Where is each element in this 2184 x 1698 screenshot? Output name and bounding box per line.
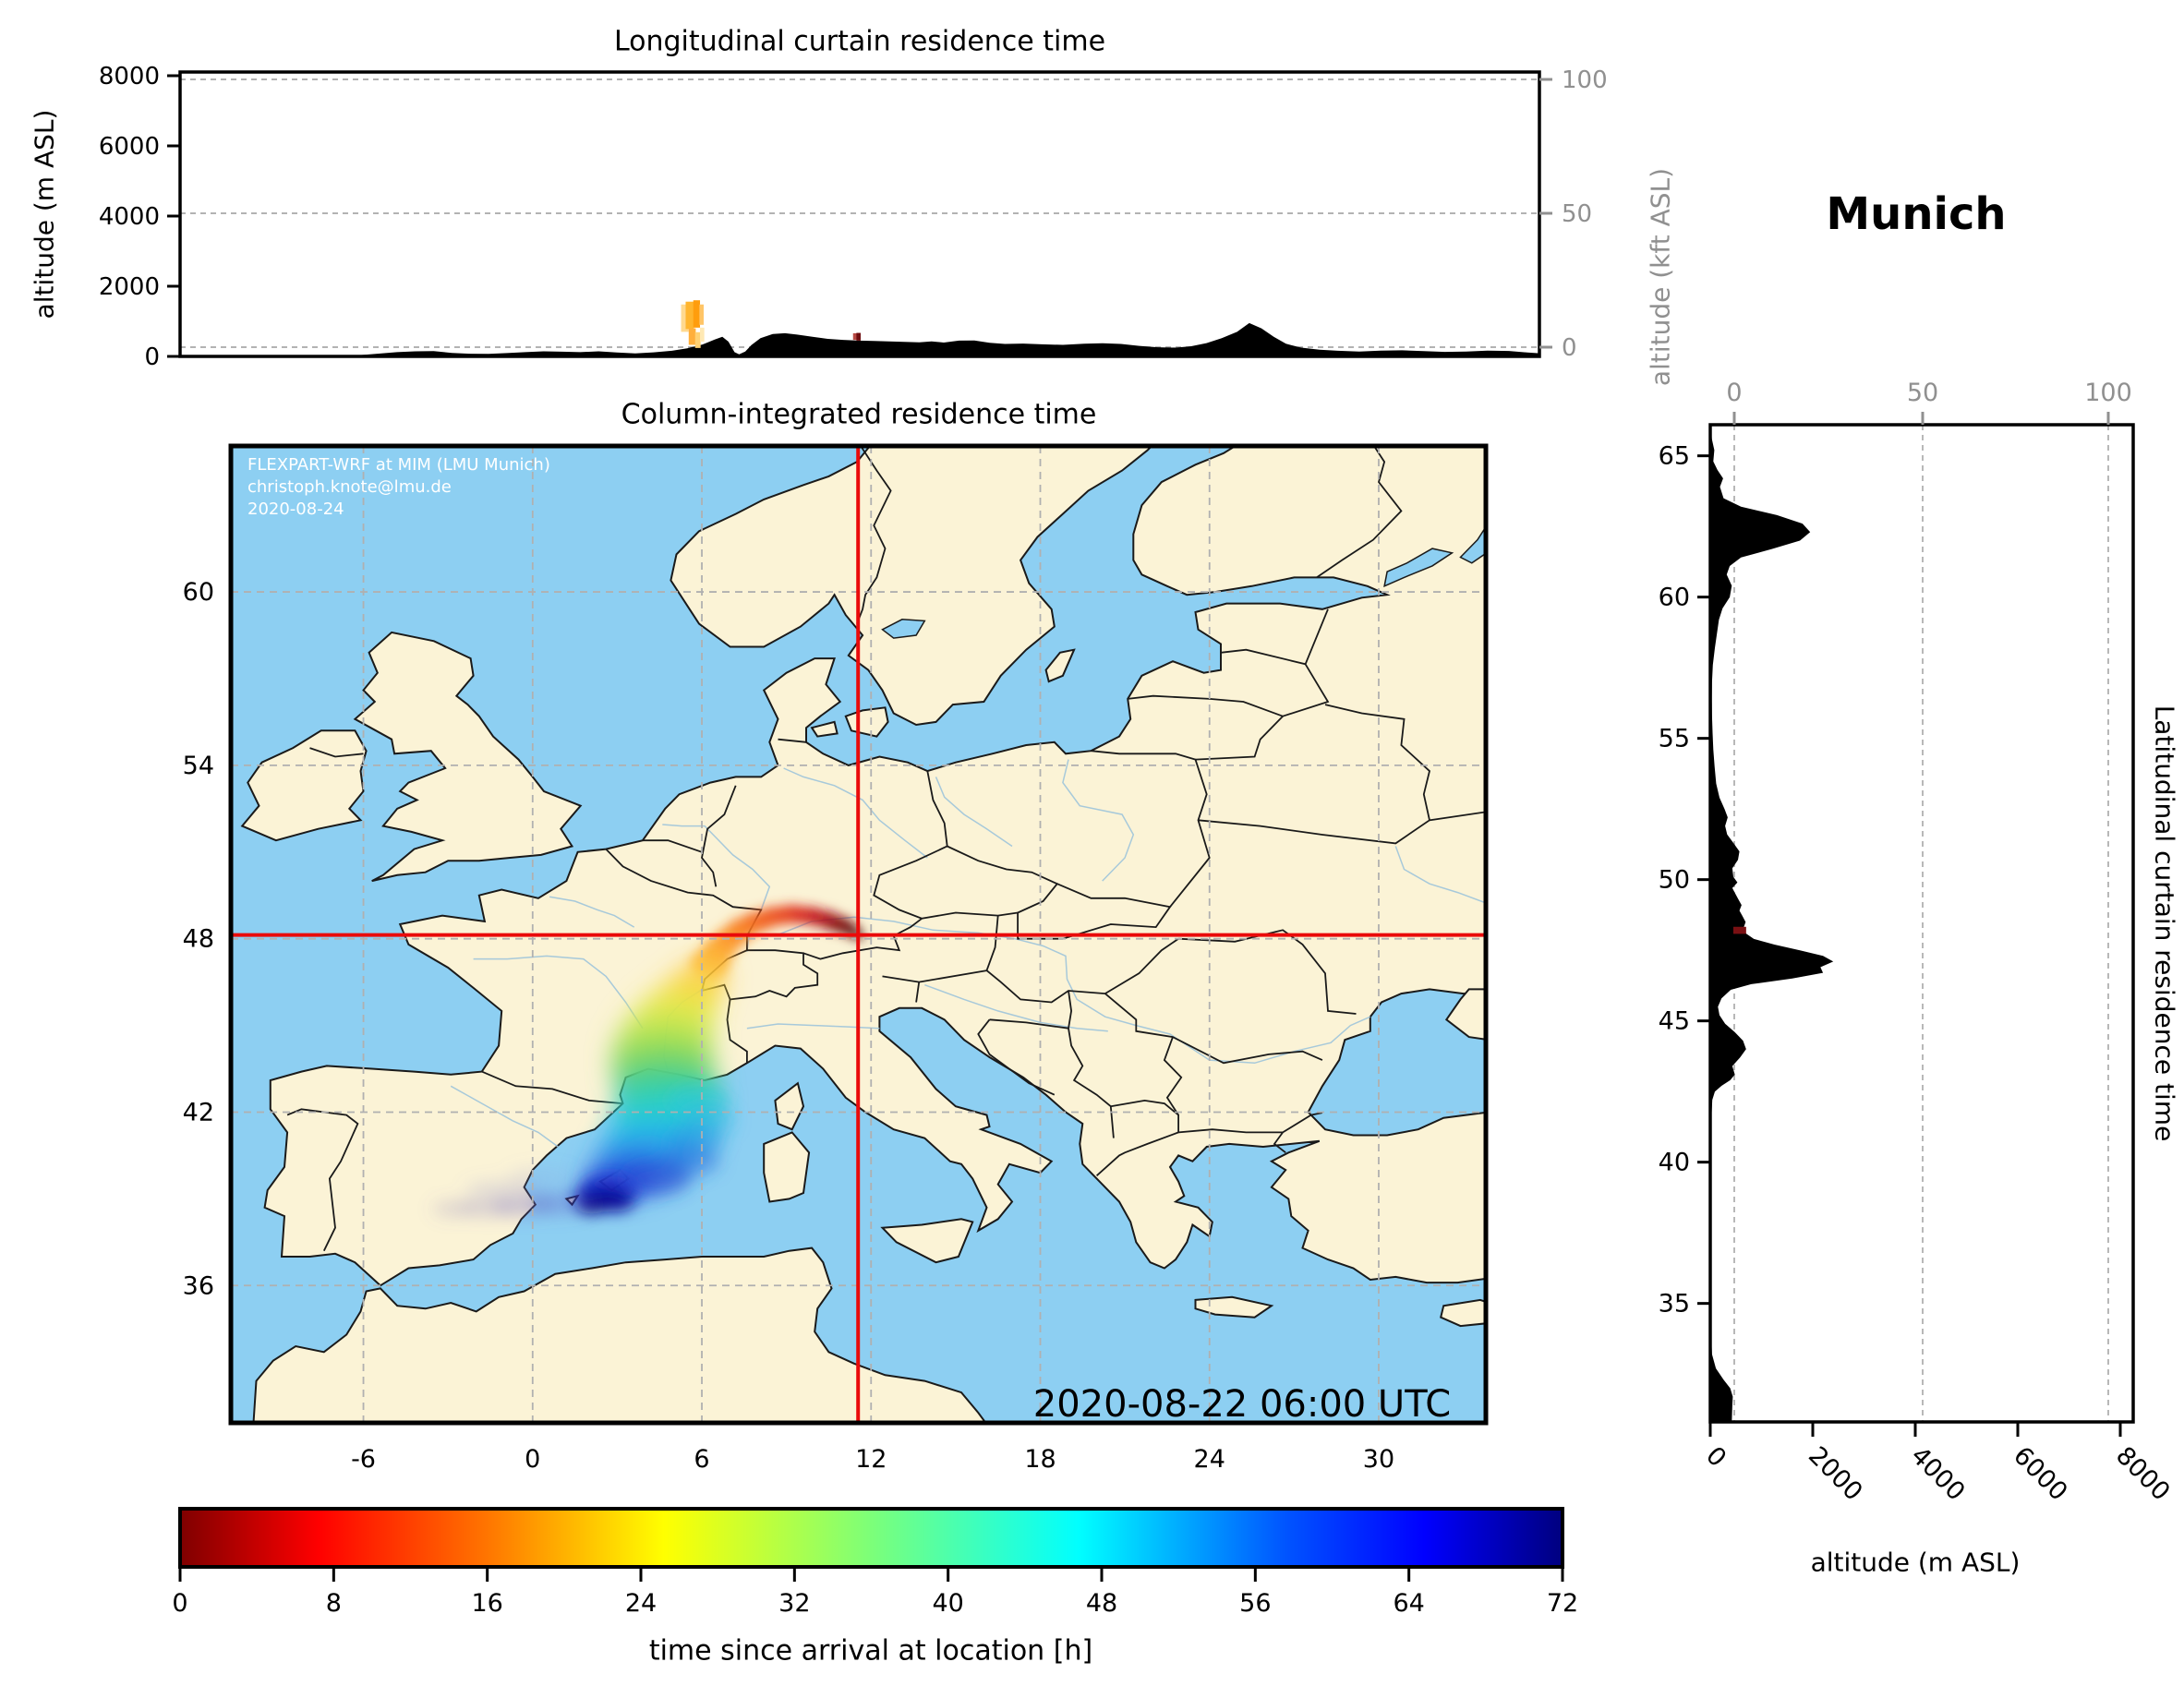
svg-text:2000: 2000 [1803, 1441, 1868, 1507]
svg-text:48: 48 [183, 925, 214, 954]
svg-text:0: 0 [144, 343, 160, 371]
svg-text:0: 0 [172, 1589, 187, 1618]
latitudinal-curtain-panel: 65 60 55 50 45 40 35 0 50 100 0 2000 4000 6000 8000 [1659, 379, 2176, 1507]
map-panel-title: Column-integrated residence time [621, 398, 1097, 431]
watermark-line-2: christoph.knote@lmu.de [247, 476, 452, 497]
svg-text:0: 0 [1562, 334, 1577, 362]
svg-text:48: 48 [1086, 1589, 1117, 1618]
svg-text:35: 35 [1659, 1290, 1690, 1319]
right-panel-label: Latitudinal curtain residence time [2149, 704, 2180, 1142]
map-panel: -6 0 6 12 18 24 30 36 42 48 54 60 [183, 443, 1489, 1474]
svg-text:6000: 6000 [2008, 1441, 2073, 1507]
svg-text:100: 100 [2084, 379, 2132, 407]
svg-text:60: 60 [1659, 584, 1690, 612]
svg-text:24: 24 [1194, 1445, 1225, 1474]
svg-text:0: 0 [1700, 1441, 1732, 1473]
svg-text:32: 32 [778, 1589, 810, 1618]
station-title: Munich [1826, 188, 2007, 240]
longitudinal-curtain-panel: 0 2000 4000 6000 8000 0 50 100 [99, 63, 1608, 371]
top-panel-title: Longitudinal curtain residence time [613, 25, 1106, 58]
svg-text:0: 0 [1726, 379, 1742, 407]
svg-text:24: 24 [625, 1589, 657, 1618]
svg-text:50: 50 [1907, 379, 1938, 407]
svg-text:4000: 4000 [1905, 1441, 1971, 1507]
svg-text:50: 50 [1562, 200, 1592, 228]
svg-text:0: 0 [525, 1445, 540, 1474]
svg-text:45: 45 [1659, 1007, 1690, 1036]
svg-text:8: 8 [326, 1589, 342, 1618]
svg-text:42: 42 [183, 1098, 214, 1126]
svg-text:8000: 8000 [2110, 1441, 2176, 1507]
svg-text:100: 100 [1562, 66, 1608, 94]
top-ylabel-right: altitude (kft ASL) [1645, 167, 1676, 387]
svg-text:50: 50 [1659, 866, 1690, 895]
svg-text:54: 54 [183, 752, 214, 780]
svg-text:64: 64 [1393, 1589, 1424, 1618]
right-panel-xlabel: altitude (m ASL) [1810, 1547, 2021, 1578]
watermark-line-3: 2020-08-24 [247, 499, 344, 519]
svg-text:-6: -6 [351, 1445, 376, 1474]
svg-text:6000: 6000 [99, 133, 160, 161]
colorbar-group: 0 8 16 24 32 40 48 56 64 72 [172, 1507, 1578, 1618]
svg-text:30: 30 [1363, 1445, 1394, 1474]
svg-text:16: 16 [471, 1589, 502, 1618]
svg-text:56: 56 [1239, 1589, 1271, 1618]
svg-text:18: 18 [1024, 1445, 1056, 1474]
svg-text:65: 65 [1659, 442, 1690, 471]
svg-text:72: 72 [1547, 1589, 1578, 1618]
colorbar-label: time since arrival at location [h] [648, 1634, 1093, 1668]
svg-text:4000: 4000 [99, 203, 160, 231]
svg-text:6: 6 [694, 1445, 709, 1474]
map-date-label: 2020-08-22 06:00 UTC [1032, 1383, 1452, 1426]
svg-text:55: 55 [1659, 725, 1690, 753]
svg-text:8000: 8000 [99, 63, 160, 90]
svg-text:40: 40 [1659, 1149, 1690, 1177]
svg-text:36: 36 [183, 1271, 214, 1300]
svg-text:2000: 2000 [99, 273, 160, 301]
svg-text:60: 60 [183, 578, 214, 607]
map-watermark: FLEXPART-WRF at MIM (LMU Munich) christo… [247, 454, 550, 520]
svg-text:40: 40 [932, 1589, 963, 1618]
watermark-line-1: FLEXPART-WRF at MIM (LMU Munich) [247, 455, 550, 475]
top-ylabel-left: altitude (m ASL) [29, 109, 60, 319]
svg-text:12: 12 [855, 1445, 887, 1474]
